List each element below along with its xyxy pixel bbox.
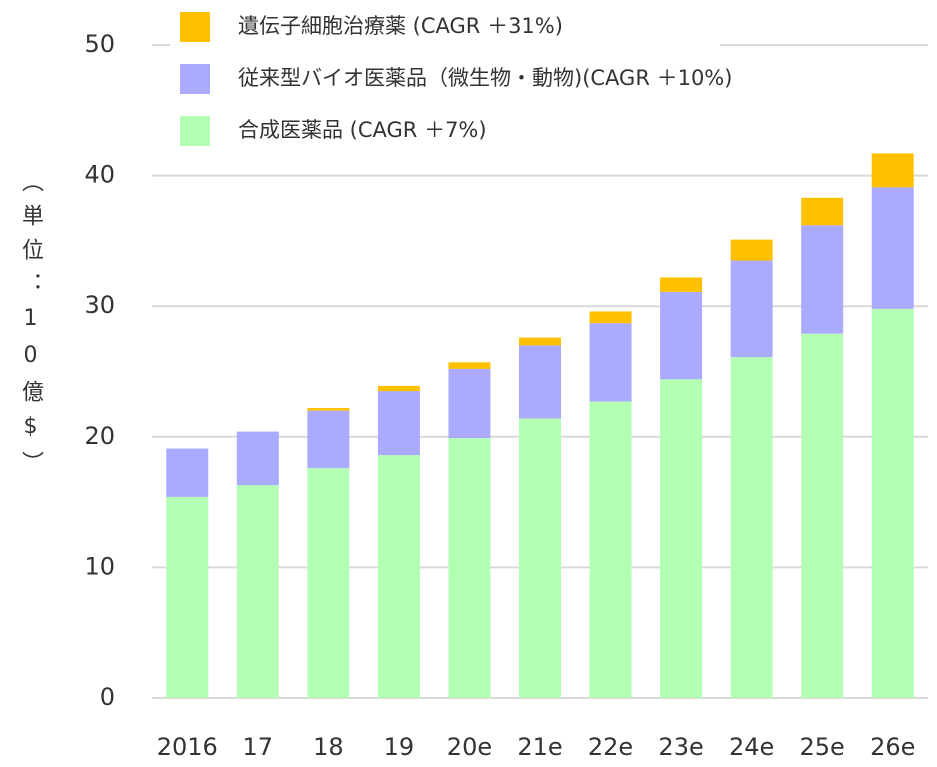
bar-segment: [448, 438, 491, 698]
legend-swatch: [180, 12, 210, 42]
bar-segment: [730, 260, 773, 358]
x-tick-label: 22e: [588, 733, 633, 761]
bar-segment: [448, 362, 491, 369]
bar-segment: [589, 323, 632, 402]
y-tick-label: 50: [84, 30, 115, 58]
y-tick-label: 40: [84, 161, 115, 189]
bar-segment: [307, 468, 350, 698]
bar-segment: [236, 485, 279, 698]
bar-segment: [519, 418, 561, 698]
y-tick-label: 10: [84, 552, 115, 580]
x-tick-label: 24e: [729, 733, 774, 761]
legend-label: 遺伝子細胞治療薬 (CAGR ＋31%): [238, 14, 563, 38]
bar-segment: [589, 311, 632, 324]
bar-segment: [730, 239, 773, 261]
bar-segment: [236, 431, 279, 486]
bar-segment: [801, 333, 844, 698]
y-tick-label: 20: [84, 422, 115, 450]
bar-segment: [801, 225, 844, 334]
bar-segment: [589, 401, 632, 698]
bar-segment: [377, 385, 420, 392]
bar-segment: [307, 410, 350, 469]
bar-segment: [801, 197, 844, 226]
legend-label: 従来型バイオ医薬品（微生物・動物)(CAGR ＋10%): [238, 66, 732, 90]
legend-label: 合成医薬品 (CAGR ＋7%): [238, 118, 487, 142]
bar-segment: [519, 337, 561, 346]
x-tick-label: 19: [384, 733, 415, 761]
y-tick-label: 30: [84, 291, 115, 319]
y-tick-label: 0: [100, 683, 115, 711]
legend-swatch: [180, 116, 210, 146]
bar-segment: [660, 379, 703, 698]
bar-segment: [660, 291, 703, 380]
legend-background: [170, 2, 720, 162]
legend-swatch: [180, 64, 210, 94]
bar-segment: [660, 277, 703, 292]
x-tick-label: 17: [243, 733, 274, 761]
x-tick-label: 21e: [517, 733, 562, 761]
bar-segment: [871, 308, 914, 698]
bar-segment: [871, 187, 914, 309]
bar-segment: [377, 455, 420, 698]
bar-segment: [307, 408, 350, 411]
x-tick-label: 26e: [870, 733, 915, 761]
x-tick-label: 23e: [658, 733, 703, 761]
y-axis-label: （単位：10億$）: [18, 170, 43, 485]
bar-segment: [871, 153, 914, 188]
x-tick-label: 18: [313, 733, 344, 761]
x-tick-label: 25e: [800, 733, 845, 761]
x-tick-label: 20e: [447, 733, 492, 761]
bar-segment: [377, 391, 420, 456]
bar-segment: [166, 496, 209, 698]
bar-segment: [166, 448, 209, 497]
x-tick-label: 2016: [157, 733, 218, 761]
bar-segment: [519, 345, 561, 419]
bar-segment: [730, 357, 773, 698]
bar-segment: [448, 368, 491, 439]
